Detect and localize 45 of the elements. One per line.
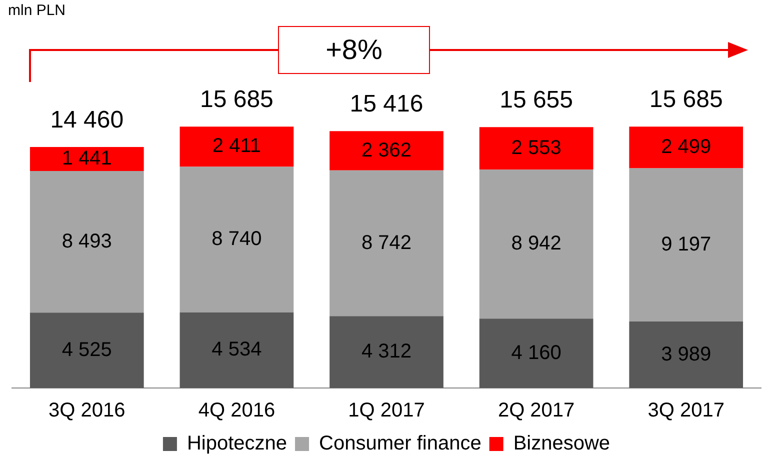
data-label: 8 742 [361, 232, 412, 254]
total-label: 15 685 [649, 86, 723, 114]
x-tick-label: 3Q 2016 [48, 400, 126, 422]
total-label: 15 416 [350, 90, 424, 118]
data-label: 2 362 [361, 139, 412, 162]
bar [30, 171, 144, 313]
data-label: 8 493 [62, 230, 112, 252]
data-label: 8 942 [511, 232, 562, 255]
bar [629, 168, 744, 322]
data-label: 9 197 [661, 233, 712, 256]
bar [330, 316, 444, 388]
bar [180, 126, 294, 167]
bar [629, 322, 744, 388]
bar [180, 312, 294, 388]
total-label: 15 685 [200, 86, 274, 114]
data-label: 4 525 [62, 338, 112, 361]
data-label: 2 553 [511, 136, 562, 159]
data-label: 1 441 [62, 148, 112, 170]
text: mln PLN [8, 2, 66, 19]
legend-label: Biznesowe [513, 432, 610, 455]
data-label: 8 740 [212, 228, 262, 250]
bar [629, 126, 744, 168]
data-label: 2 499 [661, 136, 712, 158]
text: +8% [278, 26, 430, 74]
data-label: 4 534 [212, 338, 262, 361]
total-label: 15 655 [500, 86, 574, 114]
bar [30, 312, 144, 388]
bar [30, 147, 144, 172]
data-label: 4 312 [361, 340, 412, 363]
x-tick-label: 1Q 2017 [348, 400, 425, 422]
legend-label: Hipoteczne [186, 432, 288, 455]
data-label: 2 411 [212, 135, 261, 158]
x-tick-label: 3Q 2017 [648, 400, 724, 422]
legend-label: Consumer finance [319, 432, 482, 455]
data-label: 3 989 [661, 343, 712, 366]
bar [330, 170, 444, 316]
data-label: 4 160 [511, 342, 562, 364]
bar [330, 131, 444, 170]
x-tick-label: 4Q 2016 [198, 400, 276, 422]
x-tick-label: 2Q 2017 [498, 400, 575, 422]
total-label: 14 460 [50, 106, 124, 134]
bar [479, 127, 594, 170]
bar [479, 318, 594, 388]
bar [180, 166, 294, 312]
bar [479, 170, 594, 319]
